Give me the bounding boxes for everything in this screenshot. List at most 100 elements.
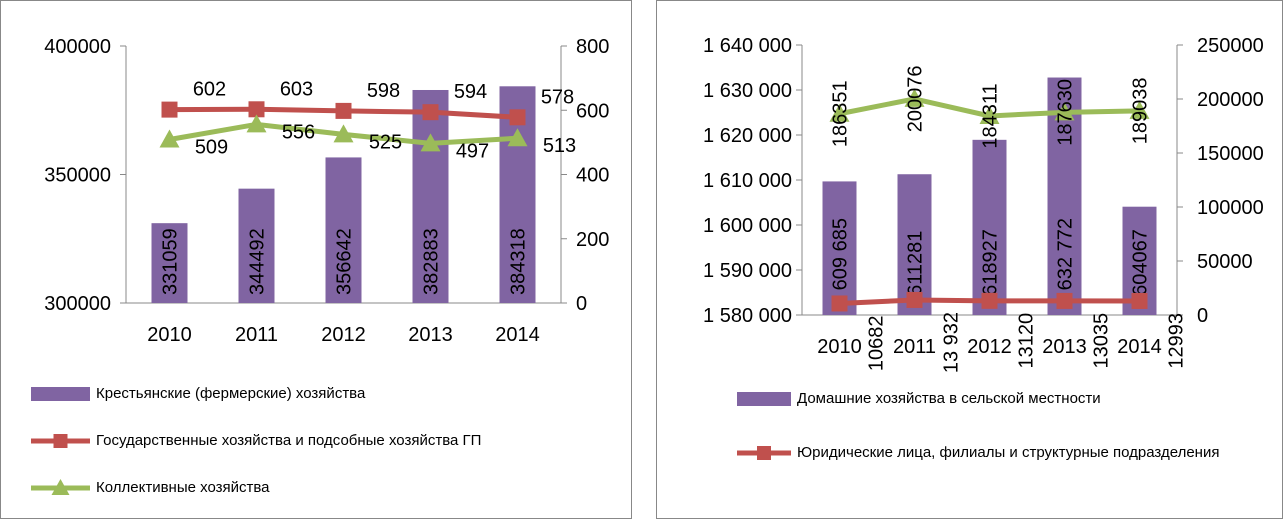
data-label: 556 (282, 121, 315, 143)
bar-label: 1604067 (1130, 229, 1152, 307)
marker (1129, 100, 1150, 119)
x-tick-label: 2013 (1042, 336, 1087, 358)
bar (325, 157, 362, 303)
bar (822, 181, 857, 315)
bar-label: 1618927 (980, 229, 1002, 307)
bar-label: 382883 (421, 228, 443, 295)
marker (248, 101, 265, 118)
marker (507, 128, 528, 147)
y2-tick-label: 150000 (1197, 143, 1264, 165)
legend-label: Государственные хозяйства и подсобные хо… (96, 432, 482, 449)
marker (981, 292, 998, 309)
data-label: 200076 (905, 66, 927, 133)
y-tick-label: 300000 (44, 293, 111, 315)
y2-tick-label: 200000 (1197, 89, 1264, 111)
data-label: 602 (193, 79, 226, 101)
x-tick-label: 2013 (408, 324, 453, 346)
data-label: 497 (456, 140, 489, 162)
y2-tick-label: 800 (576, 36, 609, 58)
bar-label: 1611281 (905, 231, 927, 307)
y2-tick-label: 200 (576, 229, 609, 251)
marker (979, 105, 1000, 124)
marker (904, 88, 925, 107)
y-tick-label: 1 580 000 (703, 305, 792, 327)
x-tick-label: 2011 (235, 324, 278, 346)
data-label: 189038 (1130, 77, 1152, 144)
chart-panel: 300000 350000 400000 0 200 400 600 800 2010 2011 2… (0, 0, 632, 519)
data-label: 13 932 (941, 312, 963, 373)
y2-tick-label: 600 (576, 100, 609, 122)
bar (412, 89, 449, 303)
chart: 1 580 000 1 590 000 1 600 000 1 610 000 1 62… (703, 35, 1264, 460)
y2-tick-label: 100000 (1197, 197, 1264, 219)
y-tick-label: 350000 (44, 165, 111, 187)
legend-label: Крестьянские (фермерские) хозяйства (96, 385, 366, 402)
data-label: 184311 (980, 83, 1002, 148)
data-label: 187630 (1055, 79, 1077, 146)
legend-swatch (737, 392, 791, 406)
y2-tick-label: 250000 (1197, 35, 1264, 57)
x-tick-label: 2014 (1117, 336, 1162, 358)
bar (972, 139, 1007, 315)
bar-label: 356642 (334, 228, 356, 295)
data-label: 186351 (830, 80, 852, 147)
marker (831, 295, 848, 312)
marker (335, 102, 352, 119)
y-tick-label: 1 620 000 (703, 125, 792, 147)
data-label: 513 (543, 135, 576, 157)
marker (1056, 292, 1073, 309)
legend-label: Домашние хозяйства в сельской местности (797, 390, 1101, 407)
data-label: 13035 (1091, 313, 1113, 369)
y-tick-label: 1 600 000 (703, 215, 792, 237)
bar-label: 344492 (247, 228, 269, 295)
y-tick-label: 1 640 000 (703, 35, 792, 57)
bar-label: 1 632 772 (1055, 218, 1077, 307)
x-tick-label: 2011 (893, 336, 936, 358)
data-label: 509 (195, 136, 228, 158)
data-label: 578 (541, 86, 574, 108)
y-tick-label: 1 590 000 (703, 260, 792, 282)
chart: 300000 350000 400000 0 200 400 600 800 2010 2011 2… (31, 36, 609, 495)
marker (1054, 102, 1075, 121)
y2-tick-label: 0 (576, 293, 587, 315)
data-label: 594 (454, 81, 487, 103)
y2-tick-label: 0 (1197, 305, 1208, 327)
marker (422, 104, 439, 121)
bar-label: 331059 (160, 228, 182, 295)
data-label: 598 (367, 80, 400, 102)
marker (161, 101, 178, 118)
legend-swatch (31, 387, 90, 401)
x-tick-label: 2012 (967, 336, 1012, 358)
y-tick-label: 1 610 000 (703, 170, 792, 192)
marker (509, 109, 526, 126)
marker (333, 124, 354, 143)
marker (159, 129, 180, 148)
chart-panel: 1 580 000 1 590 000 1 600 000 1 610 000 1 62… (656, 0, 1283, 519)
marker (246, 114, 267, 133)
legend-marker (51, 479, 70, 495)
marker (420, 133, 441, 152)
data-label: 525 (369, 131, 402, 153)
y2-tick-label: 50000 (1197, 251, 1253, 273)
data-label: 13120 (1016, 313, 1038, 369)
data-label: 10682 (866, 315, 888, 371)
legend-label: Коллективные хозяйства (96, 479, 270, 496)
data-label: 603 (280, 78, 313, 100)
data-label: 12993 (1166, 313, 1188, 369)
y-tick-label: 1 630 000 (703, 80, 792, 102)
bar-label: 1 609 685 (830, 218, 852, 307)
x-tick-label: 2012 (321, 324, 366, 346)
y-tick-label: 400000 (44, 36, 111, 58)
legend-marker (757, 446, 771, 460)
marker (906, 291, 923, 308)
bar-label: 384318 (508, 228, 530, 295)
marker (829, 103, 850, 122)
bar (151, 223, 188, 303)
legend-marker (53, 434, 68, 448)
bar (897, 174, 932, 315)
x-tick-label: 2010 (147, 324, 192, 346)
legend-label: Юридические лица, филиалы и структурные … (797, 444, 1220, 461)
marker (1131, 292, 1148, 309)
x-tick-label: 2014 (495, 324, 540, 346)
